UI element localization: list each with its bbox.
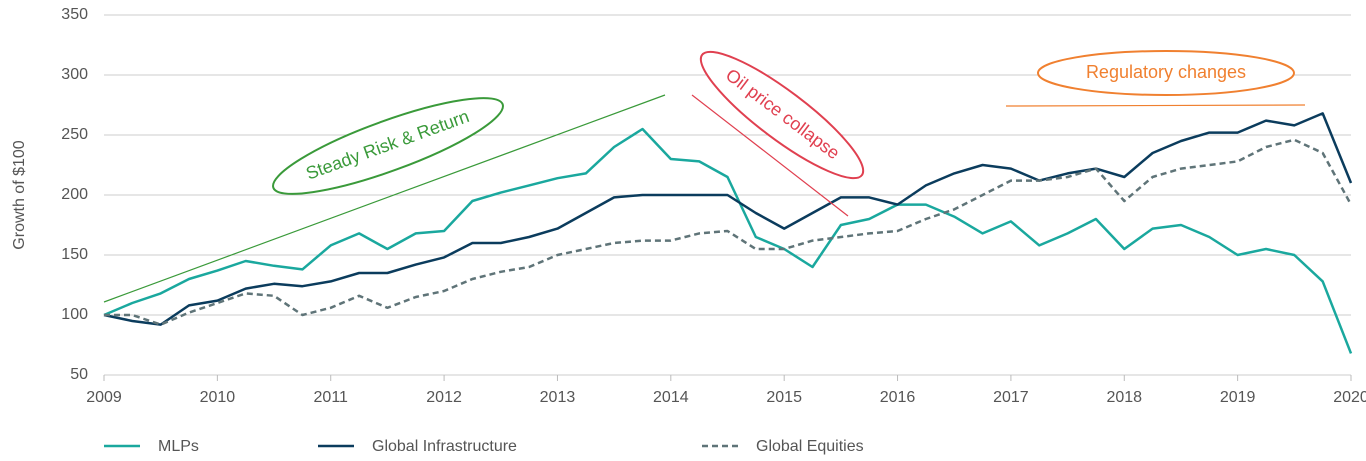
x-tick-label: 2020 bbox=[1333, 389, 1366, 406]
y-tick-label: 50 bbox=[70, 366, 88, 383]
line-series bbox=[104, 138, 1353, 326]
annotation-line bbox=[691, 94, 849, 217]
annotation-ellipse bbox=[272, 97, 504, 195]
x-tick-label: 2014 bbox=[653, 389, 689, 406]
line-series bbox=[103, 127, 1353, 354]
x-tick-label: 2015 bbox=[766, 389, 802, 406]
annotation-ellipse bbox=[1037, 50, 1295, 96]
y-tick-label: 200 bbox=[61, 186, 88, 203]
x-tick-label: 2012 bbox=[426, 389, 462, 406]
legend-label: Global Equities bbox=[756, 438, 864, 455]
annotation-text: Oil price collapse bbox=[722, 65, 843, 163]
y-axis-label: Growth of $100 bbox=[11, 140, 28, 250]
y-tick-label: 250 bbox=[61, 126, 88, 143]
line-series bbox=[103, 112, 1353, 326]
x-tick-label: 2011 bbox=[314, 389, 349, 406]
annotation-ellipse bbox=[699, 50, 865, 180]
y-tick-label: 100 bbox=[61, 306, 88, 323]
y-tick-label: 150 bbox=[61, 246, 88, 263]
x-tick-label: 2010 bbox=[200, 389, 236, 406]
annotation-line bbox=[1005, 104, 1306, 107]
x-tick-label: 2013 bbox=[540, 389, 576, 406]
x-tick-label: 2018 bbox=[1106, 389, 1142, 406]
annotation-text: Regulatory changes bbox=[1086, 62, 1246, 82]
y-tick-label: 300 bbox=[61, 66, 88, 83]
x-tick-label: 2019 bbox=[1220, 389, 1256, 406]
x-tick-label: 2016 bbox=[880, 389, 916, 406]
legend-label: MLPs bbox=[158, 438, 199, 455]
x-tick-label: 2017 bbox=[993, 389, 1029, 406]
legend-label: Global Infrastructure bbox=[372, 438, 517, 455]
annotation-line bbox=[103, 94, 666, 303]
y-tick-label: 350 bbox=[61, 6, 88, 23]
x-tick-label: 2009 bbox=[86, 389, 122, 406]
